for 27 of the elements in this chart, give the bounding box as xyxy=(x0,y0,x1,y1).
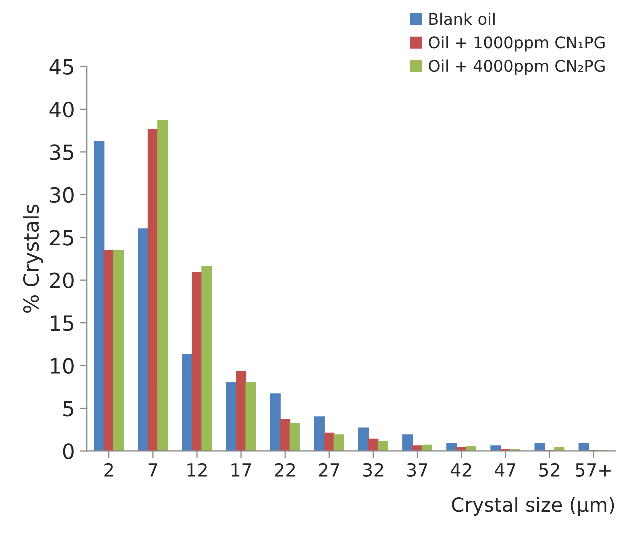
y-axis-title: % Crystals xyxy=(23,204,44,313)
x-tick-label: 27 xyxy=(319,463,340,477)
y-tick-label: 15 xyxy=(51,316,74,332)
y-tick-label: 20 xyxy=(50,272,74,289)
y-tick-label: 30 xyxy=(50,187,74,204)
y-tick-label: 40 xyxy=(50,102,74,118)
y-tick-label: 25 xyxy=(50,230,74,246)
x-tick-label: 47 xyxy=(495,464,516,477)
x-tick-label: 2 xyxy=(104,463,114,477)
x-tick-label: 37 xyxy=(407,463,428,478)
x-tick-label: 52 xyxy=(540,463,560,478)
x-tick-label: 32 xyxy=(363,463,384,478)
x-tick-label: 12 xyxy=(188,463,207,477)
y-tick-label: 35 xyxy=(50,144,74,160)
legend-label: Oil + 1000ppm CN₁PG xyxy=(429,36,605,52)
legend-label: Blank oil xyxy=(430,12,495,26)
x-tick-label: 17 xyxy=(232,464,252,477)
x-tick-label: 22 xyxy=(275,463,296,477)
y-tick-label: 0 xyxy=(63,444,74,460)
y-tick-label: 45 xyxy=(50,59,74,75)
x-axis-title: Crystal size (µm) xyxy=(452,497,614,516)
legend-label: Oil + 4000ppm CN₂PG xyxy=(429,60,605,76)
x-tick-label: 57+ xyxy=(576,464,611,478)
y-tick-label: 10 xyxy=(51,358,74,374)
x-tick-label: 42 xyxy=(450,463,472,477)
x-tick-label: 7 xyxy=(148,464,158,477)
y-tick-label: 5 xyxy=(64,401,74,417)
